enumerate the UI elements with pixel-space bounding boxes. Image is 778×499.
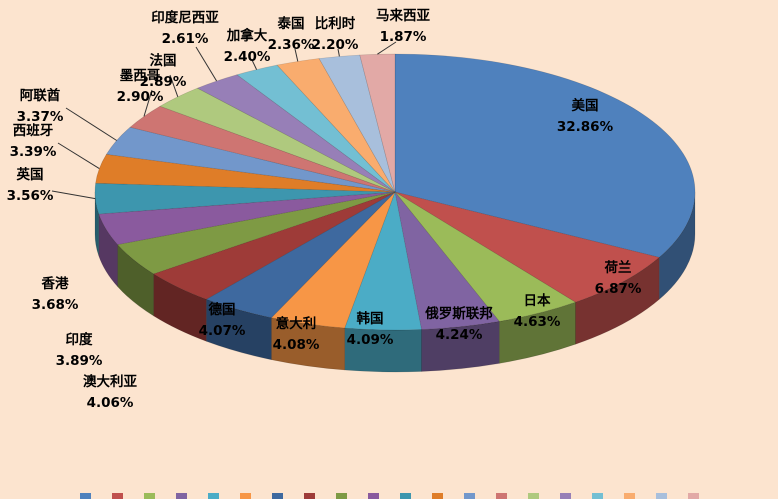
pie-slice[interactable]	[394, 53, 696, 258]
label-leader-line	[195, 46, 218, 82]
legend-swatch	[208, 493, 219, 499]
label-leader-line	[51, 190, 96, 200]
label-leader-line	[377, 41, 397, 55]
legend-swatch	[400, 493, 411, 499]
slice-label-value: 4.07%	[199, 323, 246, 339]
slice-label-name: 墨西哥	[120, 68, 161, 84]
pie-slice[interactable]	[394, 191, 500, 330]
slice-label-value: 1.87%	[380, 29, 427, 45]
legend-swatch	[560, 493, 571, 499]
pie-slice[interactable]	[117, 191, 396, 275]
slice-label-name: 西班牙	[13, 122, 54, 139]
slice-label-name: 日本	[524, 292, 552, 309]
slice-label-value: 2.36%	[268, 37, 315, 53]
slice-label-value: 2.61%	[162, 31, 209, 47]
slice-label-value: 4.09%	[347, 332, 394, 348]
legend-swatch	[432, 493, 443, 499]
pie-slice[interactable]	[344, 190, 422, 331]
slice-label-value: 4.24%	[436, 327, 483, 343]
slice-label-name: 印度尼西亚	[151, 9, 219, 26]
slice-label-name: 英国	[16, 166, 44, 183]
slice-label-name: 香港	[41, 275, 69, 292]
legend-swatch	[656, 493, 667, 499]
slice-label-value: 3.37%	[17, 109, 64, 125]
pie-slice[interactable]	[270, 191, 396, 329]
pie-slice[interactable]	[276, 58, 396, 193]
label-leader-line	[143, 89, 153, 117]
legend-swatch	[528, 493, 539, 499]
slice-label-name: 印度	[66, 331, 93, 348]
pie-slice[interactable]	[98, 191, 396, 245]
legend-swatch	[176, 493, 187, 499]
pie-slice[interactable]	[196, 74, 396, 193]
slice-label-name: 德国	[209, 301, 236, 318]
legend-strip	[80, 493, 699, 499]
slice-label-name: 加拿大	[226, 27, 268, 44]
slice-label-value: 3.56%	[7, 188, 54, 204]
legend-swatch	[688, 493, 699, 499]
slice-label-value: 2.90%	[117, 89, 164, 105]
pie-slice[interactable]	[394, 191, 660, 303]
slice-label-value: 3.89%	[56, 353, 103, 369]
label-leader-line	[337, 48, 340, 57]
slice-label-value: 4.08%	[273, 337, 320, 353]
slice-label-name: 美国	[572, 97, 599, 114]
legend-swatch	[336, 493, 347, 499]
legend-swatch	[368, 493, 379, 499]
slice-label-name: 法国	[150, 52, 177, 69]
slice-label-name: 马来西亚	[376, 8, 430, 24]
slice-label-name: 韩国	[357, 310, 384, 327]
pie-slice[interactable]	[105, 126, 396, 193]
legend-swatch	[304, 493, 315, 499]
legend-swatch	[80, 493, 91, 499]
slice-label-value: 3.68%	[32, 297, 79, 313]
legend-swatch	[464, 493, 475, 499]
slice-label-value: 6.87%	[595, 281, 642, 297]
legend-swatch	[240, 493, 251, 499]
slice-label-name: 比利时	[315, 15, 356, 32]
slice-label-name: 泰国	[277, 15, 305, 32]
pie-slice[interactable]	[205, 191, 396, 319]
pie-slice[interactable]	[95, 153, 396, 193]
pie-slice[interactable]	[94, 182, 396, 215]
slice-label-name: 俄罗斯联邦	[424, 305, 493, 322]
slice-label-value: 4.06%	[87, 395, 134, 411]
slice-label-name: 意大利	[276, 315, 317, 332]
pie-slice[interactable]	[394, 191, 577, 322]
slice-label-value: 3.39%	[10, 144, 57, 160]
legend-swatch	[496, 493, 507, 499]
legend-swatch	[272, 493, 283, 499]
slice-label-value: 32.86%	[557, 119, 614, 135]
slice-label-name: 澳大利亚	[83, 373, 137, 390]
slice-label-value: 2.89%	[140, 74, 187, 90]
label-leader-line	[294, 48, 299, 62]
legend-swatch	[112, 493, 123, 499]
legend-swatch	[592, 493, 603, 499]
label-leader-line	[251, 59, 258, 70]
label-leader-line	[65, 107, 117, 141]
slice-label-value: 2.20%	[312, 37, 359, 53]
pie-slice[interactable]	[152, 191, 396, 300]
slice-label-name: 阿联酋	[20, 87, 61, 104]
pie-slice[interactable]	[318, 54, 396, 193]
slice-label-value: 4.63%	[514, 314, 561, 330]
label-leader-line	[169, 74, 179, 97]
label-leader-line	[57, 142, 100, 170]
pie-slice[interactable]	[359, 53, 396, 193]
slice-label-name: 荷兰	[604, 259, 632, 276]
legend-swatch	[624, 493, 635, 499]
legend-swatch	[144, 493, 155, 499]
slice-label-value: 2.40%	[224, 49, 271, 65]
